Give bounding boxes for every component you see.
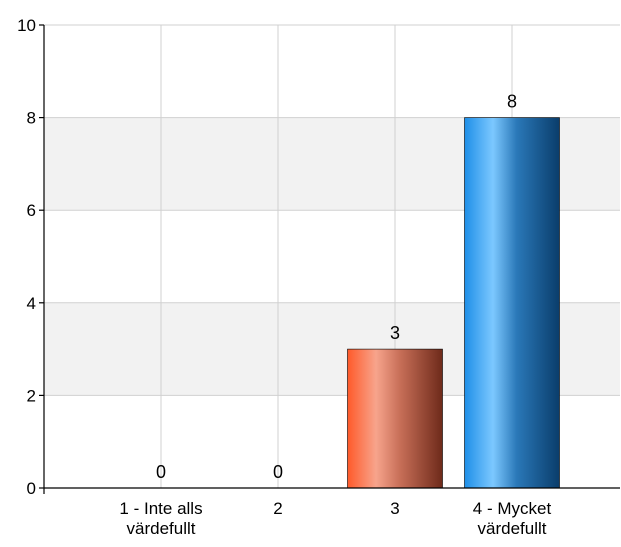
bar-3: [347, 348, 443, 489]
y-tick-label: 10: [17, 16, 36, 35]
x-tick-labels: 1 - Inte alls värdefullt 2 3 4 - Mycket värde…: [119, 499, 551, 538]
x-tick-label: 1 - Inte alls värdefullt: [119, 499, 202, 538]
data-label-1: 0: [156, 462, 166, 482]
data-label-3: 3: [390, 323, 400, 343]
data-label-4: 8: [507, 92, 517, 112]
y-tick-label: 4: [27, 294, 36, 313]
y-tick-label: 2: [27, 386, 36, 405]
y-tick-labels: 0 2 4 6 8 10: [17, 16, 36, 498]
x-tick-label: 2: [273, 499, 282, 518]
axes: [39, 24, 620, 494]
y-tick-label: 8: [27, 109, 36, 128]
y-tick-label: 0: [27, 479, 36, 498]
bars: [347, 117, 560, 489]
data-labels: 0 0 3 8: [156, 92, 517, 482]
x-tick-label: 4 - Mycket värdefullt: [473, 499, 552, 538]
bar-4: [464, 117, 560, 489]
x-tick-label: 3: [390, 499, 399, 518]
data-label-2: 0: [273, 462, 283, 482]
y-tick-label: 6: [27, 201, 36, 220]
